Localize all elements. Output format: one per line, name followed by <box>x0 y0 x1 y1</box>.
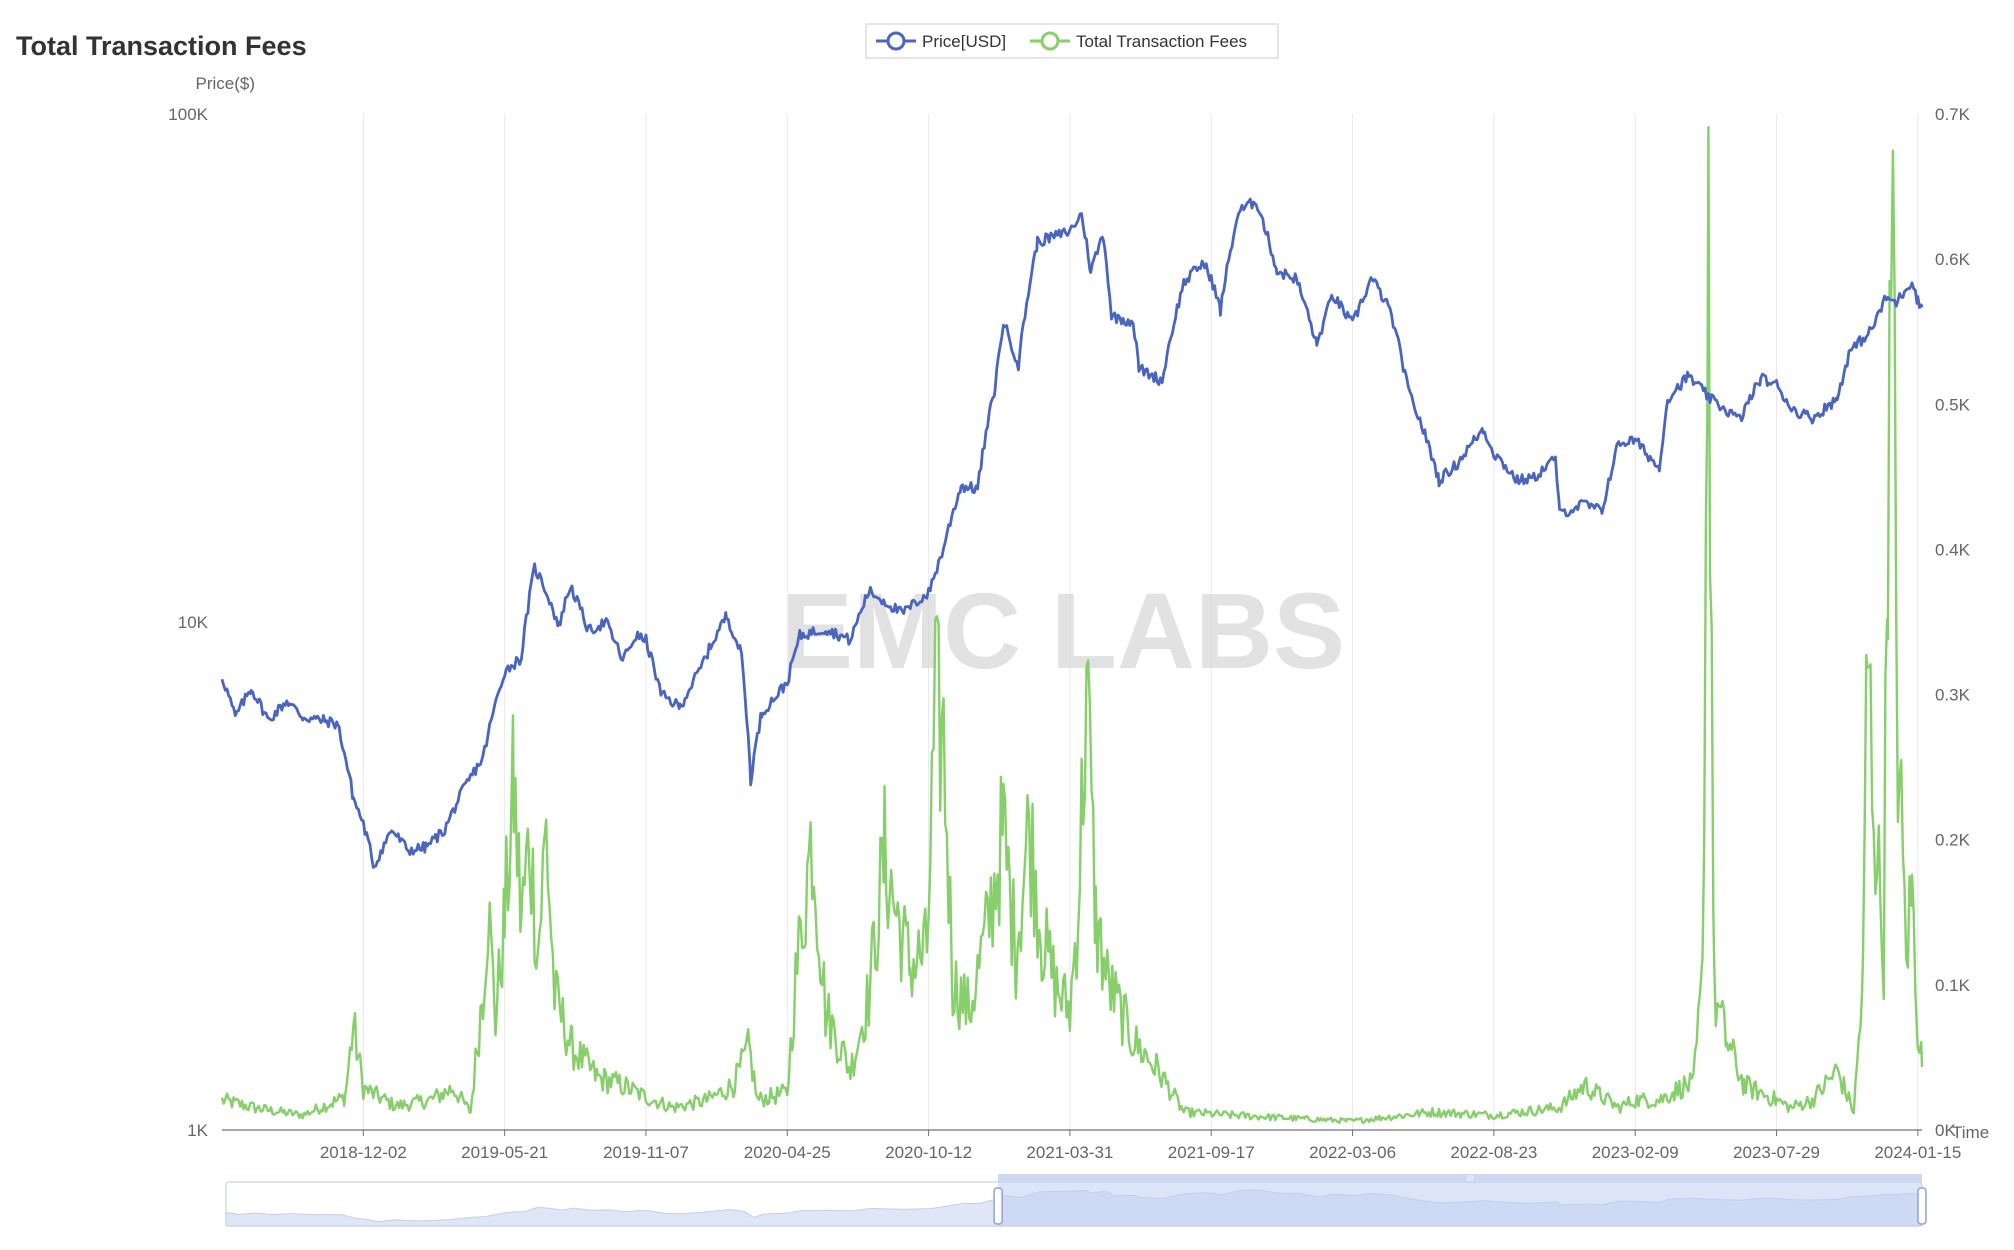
x-tick-label: 2021-09-17 <box>1168 1143 1255 1162</box>
x-tick-label: 2023-02-09 <box>1592 1143 1679 1162</box>
y-left-axis-label: Price($) <box>195 74 255 93</box>
y-right-tick-label: 0.2K <box>1935 831 1971 850</box>
chart-title: Total Transaction Fees <box>16 31 307 61</box>
y-right-tick-label: 0.4K <box>1935 540 1971 559</box>
price-series <box>220 197 1924 869</box>
x-tick-label: 2019-05-21 <box>461 1143 548 1162</box>
y-right-tick-label: 0K <box>1935 1121 1956 1140</box>
x-tick-label: 2018-12-02 <box>320 1143 407 1162</box>
fees-series <box>220 126 1924 1125</box>
legend-item[interactable]: Total Transaction Fees <box>1030 31 1247 51</box>
legend-box <box>865 23 1279 59</box>
fees-line <box>220 126 1924 1125</box>
x-tick-label: 2022-08-23 <box>1450 1143 1537 1162</box>
x-tick-label: 2022-03-06 <box>1309 1143 1396 1162</box>
legend[interactable]: Price[USD] Total Transaction Fees <box>865 23 1279 59</box>
x-tick-label: 2020-10-12 <box>885 1143 972 1162</box>
legend-label: Total Transaction Fees <box>1076 32 1247 51</box>
x-tick-label: 2020-04-25 <box>744 1143 831 1162</box>
y-right-tick-label: 0.5K <box>1935 395 1971 414</box>
data-zoom-left-handle[interactable] <box>993 1187 1003 1225</box>
y-right-tick-label: 0.1K <box>1935 976 1971 995</box>
axes: 2018-12-02 2019-05-21 2019-11-07 2020-04-25… <box>168 105 1970 1162</box>
legend-circle-icon <box>886 31 906 51</box>
legend-label: Price[USD] <box>922 32 1006 51</box>
x-tick-label: 2024-01-15 <box>1874 1143 1961 1162</box>
y-right-tick-label: 0.7K <box>1935 105 1971 124</box>
data-zoom-slider[interactable]: III <box>225 1174 1927 1227</box>
x-tick-label: 2023-07-29 <box>1733 1143 1820 1162</box>
data-zoom-move-bar[interactable] <box>998 1174 1922 1182</box>
y-right-tick-label: 0.3K <box>1935 686 1971 705</box>
legend-circle-icon <box>1040 31 1060 51</box>
data-zoom-selection[interactable] <box>998 1174 1922 1226</box>
y-left-tick-label: 1K <box>187 1121 208 1140</box>
x-tick-label: 2019-11-07 <box>603 1143 689 1162</box>
x-axis-label: Time <box>1952 1123 1989 1142</box>
data-zoom-grip-icon[interactable]: III <box>1467 1174 1474 1183</box>
y-left-tick-label: 100K <box>168 105 208 124</box>
x-tick-label: 2021-03-31 <box>1026 1143 1113 1162</box>
watermark: EMC LABS <box>781 570 1345 691</box>
y-left-tick-label: 10K <box>178 613 209 632</box>
legend-item[interactable]: Price[USD] <box>876 31 1006 51</box>
price-line <box>220 197 1924 869</box>
data-zoom-right-handle[interactable] <box>1917 1187 1927 1225</box>
y-right-tick-label: 0.6K <box>1935 250 1971 269</box>
